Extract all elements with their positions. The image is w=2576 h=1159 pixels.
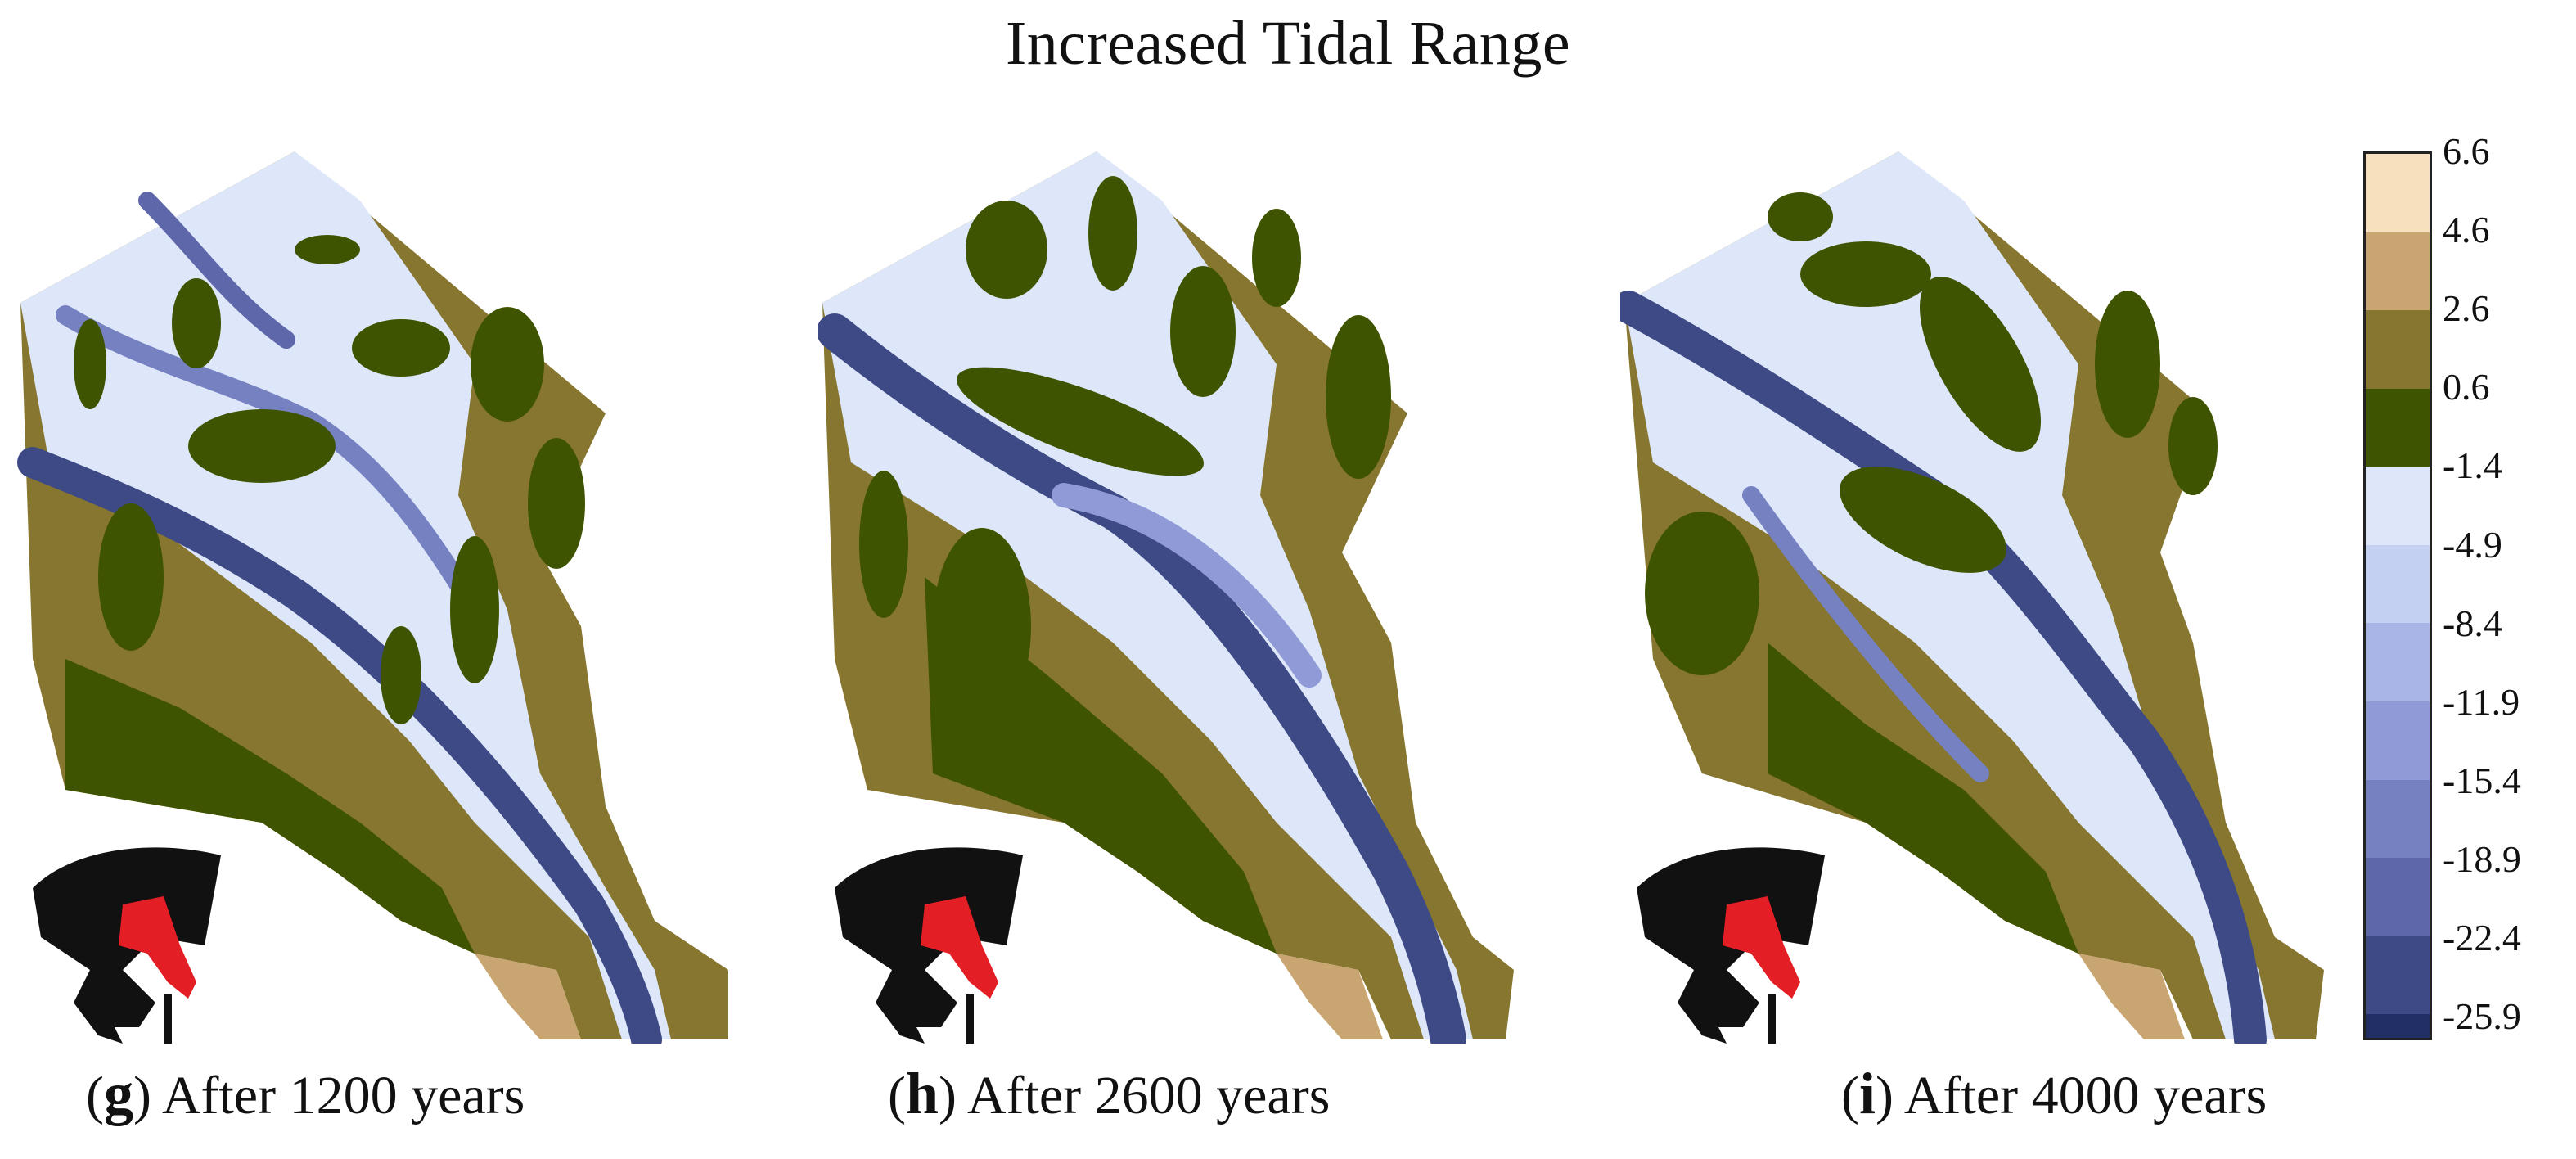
colorbar-band <box>2366 544 2430 624</box>
colorbar-band <box>2366 701 2430 780</box>
panel-letter: i <box>1858 1061 1876 1126</box>
colorbar-band <box>2366 858 2430 936</box>
vegetated-islands <box>859 176 1391 724</box>
channel-area <box>1624 151 2275 1039</box>
colorbar-tick-label: -1.4 <box>2443 444 2502 487</box>
colorbar-tick-label: 4.6 <box>2443 209 2490 251</box>
secondary-channel <box>1052 483 1322 688</box>
panel-h-map <box>818 151 1514 1044</box>
panel-h-caption: (h) After 2600 years <box>888 1061 1331 1126</box>
colorbar-tick-label: -22.4 <box>2443 917 2521 959</box>
estuary-map <box>1620 151 2324 1044</box>
panel-g-caption: (g) After 1200 years <box>86 1061 525 1126</box>
inset-highlight <box>119 896 196 999</box>
inset-highlight <box>1723 896 1800 999</box>
colorbar-tick-label: -8.4 <box>2443 602 2502 644</box>
vegetated-islands <box>1645 192 2218 675</box>
colorbar-band <box>2366 779 2430 859</box>
colorbar-tick-label: -4.9 <box>2443 523 2502 566</box>
colorbar-band <box>2366 936 2430 1015</box>
elevation-colorbar <box>2363 151 2432 1040</box>
colorbar-tick-label: 6.6 <box>2443 130 2490 172</box>
colorbar-band <box>2366 1014 2430 1039</box>
location-inset <box>33 847 221 1044</box>
inset-river <box>164 994 172 1044</box>
panel-g-map <box>17 151 728 1044</box>
colorbar-band <box>2366 154 2430 232</box>
panel-caption-text: After 2600 years <box>966 1066 1331 1125</box>
sand-fringe <box>2078 954 2185 1039</box>
colorbar-tick-labels: 6.6 4.6 2.6 0.6 -1.4 -4.9 -8.4 -11.9 -15.4 -18.9 -… <box>2443 131 2574 1072</box>
colorbar-tick-label: -15.4 <box>2443 759 2521 801</box>
colorbar-band <box>2366 232 2430 311</box>
deep-channel <box>818 313 1466 1044</box>
panel-caption-text: After 1200 years <box>161 1066 525 1125</box>
colorbar-band <box>2366 310 2430 389</box>
inset-highlight <box>921 896 998 999</box>
inset-river <box>966 994 974 1044</box>
inset-river <box>1768 994 1776 1044</box>
panel-letter: h <box>905 1061 939 1126</box>
colorbar-band <box>2366 467 2430 545</box>
panel-letter: g <box>103 1061 133 1126</box>
deep-channel <box>17 447 662 1044</box>
location-inset <box>835 847 1023 1044</box>
colorbar-tick-label: 2.6 <box>2443 287 2490 330</box>
colorbar-band <box>2366 623 2430 702</box>
upper-channel <box>138 192 295 349</box>
panel-i-caption: (i) After 4000 years <box>1841 1061 2268 1126</box>
colorbar-tick-label: -25.9 <box>2443 995 2521 1038</box>
vegetated-islands <box>74 235 585 724</box>
panel-caption-text: After 4000 years <box>1903 1066 2268 1125</box>
colorbar-tick-label: 0.6 <box>2443 366 2490 408</box>
deep-channel <box>1620 291 2267 1044</box>
panel-i-map <box>1620 151 2324 1044</box>
secondary-channel <box>1742 486 1989 782</box>
colorbar-tick-label: -18.9 <box>2443 837 2521 880</box>
figure-title: Increased Tidal Range <box>1005 9 1571 78</box>
sand-fringe <box>475 954 581 1039</box>
estuary-map <box>818 151 1514 1044</box>
lower-bank <box>925 577 1277 954</box>
colorbar-band <box>2366 388 2430 467</box>
estuary-map <box>17 151 728 1044</box>
location-inset <box>1637 847 1825 1044</box>
lower-bank <box>65 659 475 954</box>
sand-fringe <box>1277 954 1383 1039</box>
colorbar-tick-label: -11.9 <box>2443 680 2520 723</box>
lower-bank <box>1768 643 2078 954</box>
